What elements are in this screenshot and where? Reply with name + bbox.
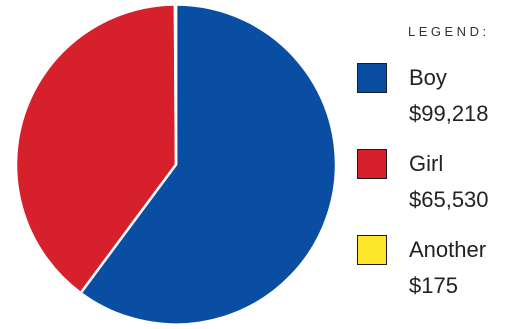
legend-swatch-boy	[357, 63, 387, 93]
legend-label-girl: Girl	[409, 151, 444, 176]
legend-label-boy: Boy	[409, 65, 447, 90]
legend-title: LEGEND:	[408, 24, 490, 39]
legend-item-another: Another $175	[357, 235, 507, 299]
legend-swatch-girl	[357, 149, 387, 179]
legend-value-another: $175	[409, 273, 458, 298]
pie-slice-boy	[79, 3, 338, 326]
pie-slice-girl	[14, 3, 178, 295]
legend-swatch-another	[357, 235, 387, 265]
legend-item-boy: Boy $99,218	[357, 63, 507, 127]
legend-value-girl: $65,530	[409, 187, 489, 212]
pie-chart	[14, 3, 338, 326]
legend-value-boy: $99,218	[409, 101, 489, 126]
legend-item-girl: Girl $65,530	[357, 149, 507, 213]
legend-label-another: Another	[409, 237, 487, 262]
pie-slice-another	[173, 3, 178, 166]
